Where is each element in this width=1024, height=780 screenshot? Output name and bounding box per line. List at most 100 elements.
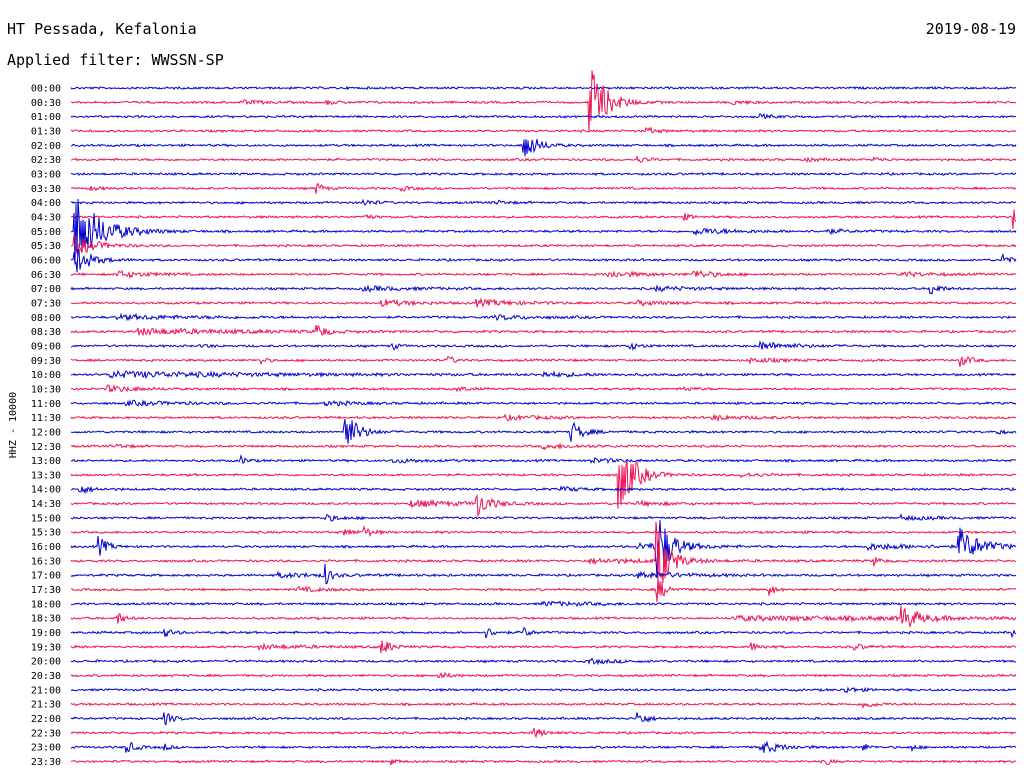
time-label: 17:30 — [31, 585, 61, 596]
time-label: 13:00 — [31, 456, 61, 467]
time-label: 06:30 — [31, 270, 61, 281]
y-axis-label: HHZ - 10000 — [8, 392, 19, 458]
trace-line — [70, 384, 1017, 393]
trace-line — [70, 640, 1017, 654]
time-label: 16:00 — [31, 542, 61, 553]
trace-line — [70, 284, 1017, 295]
time-label: 01:00 — [31, 112, 61, 123]
filter-label: Applied filter: WWSSN-SP — [7, 51, 224, 69]
time-label: 14:00 — [31, 485, 61, 496]
time-label: 18:00 — [31, 599, 61, 610]
trace-line — [70, 485, 1017, 495]
trace-line — [70, 605, 1017, 629]
time-label: 22:30 — [31, 728, 61, 739]
trace-line — [70, 626, 1017, 639]
trace-line — [70, 740, 1017, 753]
time-label: 17:00 — [31, 571, 61, 582]
time-label: 07:00 — [31, 284, 61, 295]
trace-line — [70, 198, 1017, 206]
trace-line — [70, 126, 1017, 134]
time-label: 03:30 — [31, 184, 61, 195]
time-label: 05:30 — [31, 241, 61, 252]
trace-line — [70, 399, 1017, 407]
time-label: 10:30 — [31, 384, 61, 395]
time-label: 19:30 — [31, 642, 61, 653]
time-label: 05:00 — [31, 227, 61, 238]
time-label: 14:30 — [31, 499, 61, 510]
trace-line — [70, 671, 1017, 679]
time-label: 09:30 — [31, 356, 61, 367]
trace-line — [70, 113, 1017, 120]
time-label: 22:00 — [31, 714, 61, 725]
time-label: 20:00 — [31, 657, 61, 668]
time-label: 15:00 — [31, 513, 61, 524]
trace-line — [71, 198, 1017, 265]
trace-line — [70, 340, 1017, 352]
trace-line — [70, 442, 1017, 451]
time-label: 04:30 — [31, 213, 61, 224]
trace-line — [70, 519, 1017, 578]
time-label: 13:30 — [31, 470, 61, 481]
time-label: 07:30 — [31, 298, 61, 309]
time-label: 08:00 — [31, 313, 61, 324]
station-title: HT Pessada, Kefalonia — [7, 20, 197, 38]
trace-line — [70, 493, 1017, 518]
time-label: 00:30 — [31, 98, 61, 109]
trace-line — [71, 577, 1017, 602]
trace-line — [70, 249, 1017, 273]
trace-line — [70, 413, 1017, 423]
trace-line — [70, 171, 1017, 177]
time-label: 23:00 — [31, 743, 61, 754]
record-date: 2019-08-19 — [925, 20, 1016, 38]
time-label: 00:00 — [31, 84, 61, 95]
time-label: 06:00 — [31, 256, 61, 267]
time-label: 11:30 — [31, 413, 61, 424]
time-label: 10:00 — [31, 370, 61, 381]
time-label: 16:30 — [31, 556, 61, 567]
trace-line — [70, 234, 1017, 258]
time-label: 08:30 — [31, 327, 61, 338]
trace-line — [70, 600, 1017, 608]
time-label: 03:00 — [31, 170, 61, 181]
trace-line — [70, 182, 1017, 194]
trace-line — [70, 138, 1017, 157]
trace-line — [70, 209, 1017, 229]
trace-line — [70, 154, 1017, 164]
trace-line — [70, 702, 1017, 709]
time-label: 02:30 — [31, 155, 61, 166]
time-label: 18:30 — [31, 614, 61, 625]
time-label: 12:30 — [31, 442, 61, 453]
trace-line — [70, 418, 1017, 444]
time-label: 19:00 — [31, 628, 61, 639]
trace-line — [70, 657, 1017, 666]
trace-line — [70, 712, 1017, 726]
trace-line — [70, 758, 1017, 766]
time-label: 02:00 — [31, 141, 61, 152]
time-label: 21:00 — [31, 685, 61, 696]
time-label: 09:00 — [31, 341, 61, 352]
trace-line — [70, 686, 1017, 694]
time-label: 01:30 — [31, 127, 61, 138]
trace-line — [70, 324, 1017, 337]
trace-line — [70, 563, 1017, 585]
trace-line — [70, 85, 1017, 91]
trace-line — [70, 521, 1017, 583]
trace-line — [70, 454, 1017, 464]
time-label: 11:00 — [31, 399, 61, 410]
time-label: 04:00 — [31, 198, 61, 209]
trace-group: 00:00 00:30 01:00 01:30 02:00 02:30 03:00 03:30… — [31, 70, 1017, 768]
trace-line — [71, 369, 1017, 379]
trace-line — [70, 355, 1017, 367]
time-label: 21:30 — [31, 700, 61, 711]
trace-line — [70, 525, 1017, 538]
time-label: 15:30 — [31, 528, 61, 539]
trace-line — [70, 297, 1017, 308]
trace-line — [70, 460, 1017, 509]
trace-line — [70, 312, 1017, 322]
time-label: 12:00 — [31, 427, 61, 438]
trace-line — [70, 513, 1017, 522]
trace-line — [70, 70, 1017, 133]
trace-line — [70, 269, 1017, 279]
